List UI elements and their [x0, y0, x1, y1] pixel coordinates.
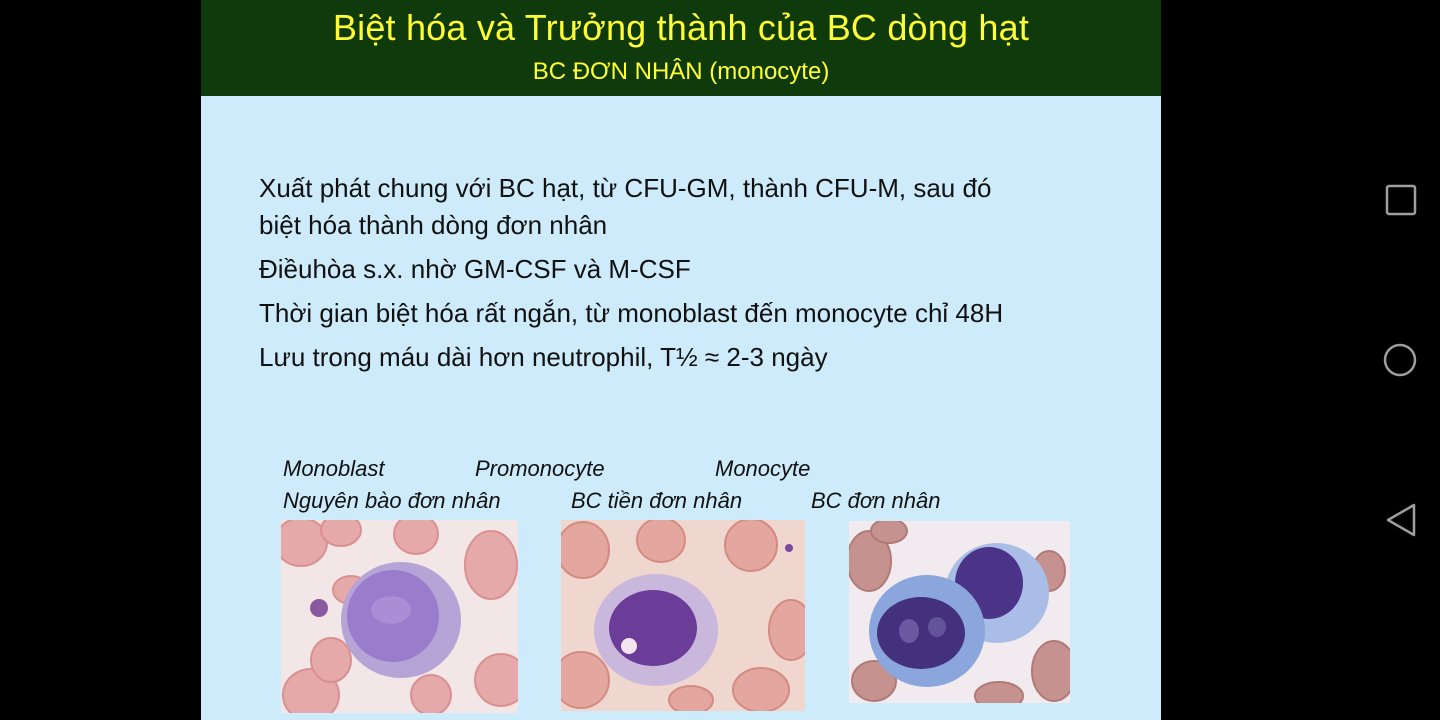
promonocyte-micrograph	[561, 520, 805, 711]
bullet-line-2: biệt hóa thành dòng đơn nhân	[259, 210, 608, 240]
caption-promonocyte-vi: BC tiền đơn nhân	[571, 488, 743, 513]
back-button[interactable]	[1384, 502, 1418, 538]
caption-promonocyte: Promonocyte	[475, 456, 605, 481]
bullet-list: Xuất phát chung với BC hạt, từ CFU-GM, t…	[259, 170, 1129, 376]
monocyte-micrograph	[849, 521, 1070, 703]
bullet-line-3: Điềuhòa s.x. nhờ GM-CSF và M-CSF	[259, 254, 691, 284]
caption-monocyte: Monocyte	[715, 456, 811, 481]
home-button[interactable]	[1382, 342, 1418, 378]
circle-icon	[1383, 343, 1417, 377]
bullet-line-5: Lưu trong máu dài hơn neutrophil, T½ ≈ 2…	[259, 342, 828, 372]
triangle-back-icon	[1386, 503, 1416, 537]
slide-title: Biệt hóa và Trưởng thành của BC dòng hạt	[332, 7, 1030, 48]
caption-monocyte-vi: BC đơn nhân	[811, 488, 941, 513]
title-bar: Biệt hóa và Trưởng thành của BC dòng hạt…	[201, 0, 1161, 96]
presentation-slide: Biệt hóa và Trưởng thành của BC dòng hạt…	[201, 0, 1161, 720]
slide-subtitle: BC ĐƠN NHÂN (monocyte)	[532, 58, 830, 85]
recent-apps-button[interactable]	[1385, 184, 1417, 216]
bullet-line-1: Xuất phát chung với BC hạt, từ CFU-GM, t…	[259, 173, 992, 203]
square-icon	[1385, 184, 1417, 216]
caption-monoblast: Monoblast	[283, 456, 385, 481]
caption-monoblast-vi: Nguyên bào đơn nhân	[283, 488, 501, 513]
bullet-line-4: Thời gian biệt hóa rất ngắn, từ monoblas…	[259, 298, 1004, 328]
monoblast-micrograph	[281, 520, 518, 713]
